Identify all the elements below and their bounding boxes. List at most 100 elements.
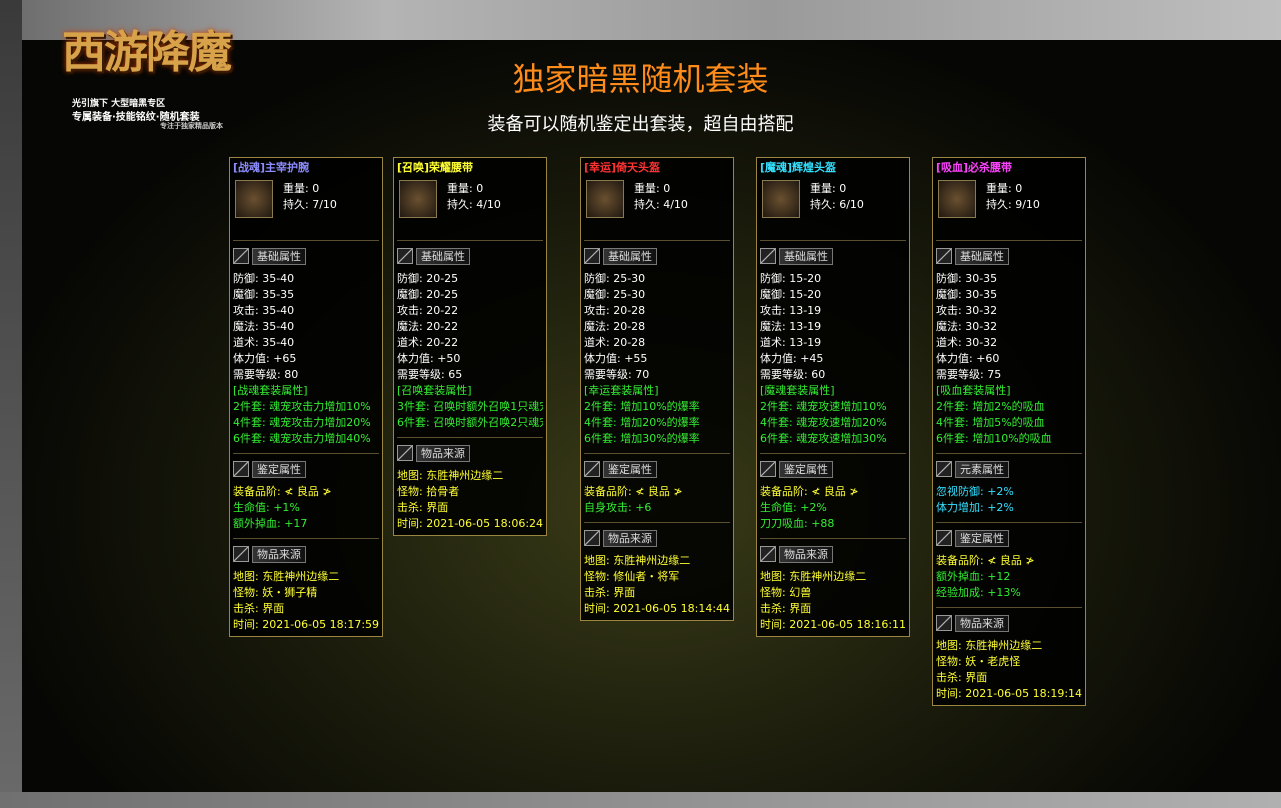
item-durability: 持久: 4/10 bbox=[634, 198, 688, 211]
attribute-line: 需要等级: 65 bbox=[397, 368, 463, 381]
item-weight: 重量: 0 bbox=[986, 182, 1023, 195]
section-icon bbox=[397, 445, 413, 461]
section-title: 基础属性 bbox=[252, 247, 306, 265]
attribute-line: 体力值: +55 bbox=[584, 352, 648, 365]
attribute-line: 需要等级: 80 bbox=[233, 368, 299, 381]
item-card: [召唤]荣耀腰带 重量: 0 持久: 4/10 基础属性 防御: 20-25 魔御: 20… bbox=[393, 157, 547, 536]
attribute-line: 6件套: 召唤时额外召唤2只魂宠1 bbox=[397, 416, 543, 429]
item-name: [魔魂]辉煌头盔 bbox=[760, 161, 837, 174]
attribute-line: 时间: 2021-06-05 18:06:24 bbox=[397, 517, 543, 530]
attribute-line: 2件套: 魂宠攻击力增加10% bbox=[233, 400, 371, 413]
attribute-line: 3件套: 召唤时额外召唤1只魂宠 bbox=[397, 400, 543, 413]
attribute-line: 6件套: 魂宠攻速增加30% bbox=[760, 432, 887, 445]
section-title: 基础属性 bbox=[955, 247, 1009, 265]
attribute-line: 装备品阶: ≮ 良品 ≯ bbox=[936, 554, 1035, 567]
attribute-line: 防御: 20-25 bbox=[397, 272, 459, 285]
logo-line: 专注于独家精品版本 bbox=[160, 122, 223, 130]
section-title: 鉴定属性 bbox=[779, 460, 833, 478]
section-icon bbox=[760, 546, 776, 562]
attribute-line: [战魂套装属性] bbox=[233, 384, 308, 397]
section-icon bbox=[936, 461, 952, 477]
item-name: [召唤]荣耀腰带 bbox=[397, 161, 474, 174]
attribute-line: 魔御: 35-35 bbox=[233, 288, 295, 301]
attribute-line: 额外掉血: +12 bbox=[936, 570, 1011, 583]
section-header: 基础属性 bbox=[760, 240, 906, 265]
attribute-line: 地图: 东胜神州边缘二 bbox=[233, 570, 340, 583]
attribute-line: [吸血套装属性] bbox=[936, 384, 1011, 397]
attribute-line: 怪物: 修仙者・将军 bbox=[584, 570, 680, 583]
attribute-line: 时间: 2021-06-05 18:17:59 bbox=[233, 618, 379, 631]
section-icon bbox=[936, 615, 952, 631]
item-card: [幸运]倚天头盔 重量: 0 持久: 4/10 基础属性 防御: 25-30 魔御: 25… bbox=[580, 157, 734, 621]
item-icon bbox=[399, 180, 437, 218]
item-weight: 重量: 0 bbox=[447, 182, 484, 195]
item-durability: 持久: 7/10 bbox=[283, 198, 337, 211]
attribute-line: 体力值: +50 bbox=[397, 352, 461, 365]
attribute-line: 4件套: 增加5%的吸血 bbox=[936, 416, 1045, 429]
section-header: 物品来源 bbox=[936, 607, 1082, 632]
item-durability: 持久: 4/10 bbox=[447, 198, 501, 211]
item-card: [战魂]主宰护腕 重量: 0 持久: 7/10 基础属性 防御: 35-40 魔御: 35… bbox=[229, 157, 383, 637]
attribute-line: 攻击: 30-32 bbox=[936, 304, 998, 317]
attribute-line: 魔御: 30-35 bbox=[936, 288, 998, 301]
section-header: 物品来源 bbox=[760, 538, 906, 563]
logo: 西游降魔 bbox=[62, 27, 232, 78]
window-frame bbox=[0, 792, 1281, 808]
item-header: 重量: 0 持久: 4/10 bbox=[397, 176, 543, 234]
attribute-line: 装备品阶: ≮ 良品 ≯ bbox=[760, 485, 859, 498]
attribute-line: 体力值: +45 bbox=[760, 352, 824, 365]
section-icon bbox=[233, 546, 249, 562]
section-header: 鉴定属性 bbox=[584, 453, 730, 478]
item-weight: 重量: 0 bbox=[634, 182, 671, 195]
attribute-line: 魔御: 15-20 bbox=[760, 288, 822, 301]
attribute-line: 魔法: 30-32 bbox=[936, 320, 998, 333]
attribute-line: 2件套: 增加10%的爆率 bbox=[584, 400, 700, 413]
section-header: 基础属性 bbox=[936, 240, 1082, 265]
item-durability: 持久: 6/10 bbox=[810, 198, 864, 211]
attribute-line: 装备品阶: ≮ 良品 ≯ bbox=[233, 485, 332, 498]
section-header: 基础属性 bbox=[397, 240, 543, 265]
attribute-line: 防御: 35-40 bbox=[233, 272, 295, 285]
section-title: 鉴定属性 bbox=[252, 460, 306, 478]
logo-line: 专属装备·技能铭纹·随机套装 bbox=[72, 112, 200, 123]
attribute-line: 地图: 东胜神州边缘二 bbox=[760, 570, 867, 583]
attribute-line: 2件套: 魂宠攻速增加10% bbox=[760, 400, 887, 413]
attribute-line: 防御: 25-30 bbox=[584, 272, 646, 285]
attribute-line: 防御: 30-35 bbox=[936, 272, 998, 285]
item-header: 重量: 0 持久: 9/10 bbox=[936, 176, 1082, 234]
item-header: 重量: 0 持久: 4/10 bbox=[584, 176, 730, 234]
attribute-line: 时间: 2021-06-05 18:14:44 bbox=[584, 602, 730, 615]
attribute-line: 4件套: 魂宠攻击力增加20% bbox=[233, 416, 371, 429]
window-frame bbox=[0, 0, 22, 808]
attribute-line: 生命值: +2% bbox=[760, 501, 827, 514]
item-icon bbox=[586, 180, 624, 218]
attribute-line: 攻击: 35-40 bbox=[233, 304, 295, 317]
attribute-line: [幸运套装属性] bbox=[584, 384, 659, 397]
attribute-line: 地图: 东胜神州边缘二 bbox=[397, 469, 504, 482]
section-title: 基础属性 bbox=[779, 247, 833, 265]
attribute-line: [魔魂套装属性] bbox=[760, 384, 835, 397]
attribute-line: 刀刀吸血: +88 bbox=[760, 517, 835, 530]
section-title: 物品来源 bbox=[252, 545, 306, 563]
item-card: [魔魂]辉煌头盔 重量: 0 持久: 6/10 基础属性 防御: 15-20 魔御: 15… bbox=[756, 157, 910, 637]
item-durability: 持久: 9/10 bbox=[986, 198, 1040, 211]
item-header: 重量: 0 持久: 6/10 bbox=[760, 176, 906, 234]
section-title: 基础属性 bbox=[603, 247, 657, 265]
attribute-line: 击杀: 界面 bbox=[397, 501, 449, 514]
section-header: 鉴定属性 bbox=[760, 453, 906, 478]
section-title: 元素属性 bbox=[955, 460, 1009, 478]
section-icon bbox=[936, 530, 952, 546]
attribute-line: 道术: 35-40 bbox=[233, 336, 295, 349]
item-name: [战魂]主宰护腕 bbox=[233, 161, 310, 174]
attribute-line: 魔法: 20-28 bbox=[584, 320, 646, 333]
attribute-line: 装备品阶: ≮ 良品 ≯ bbox=[584, 485, 683, 498]
attribute-line: 怪物: 妖・狮子精 bbox=[233, 586, 318, 599]
attribute-line: 体力增加: +2% bbox=[936, 501, 1014, 514]
attribute-line: 需要等级: 75 bbox=[936, 368, 1002, 381]
attribute-line: 忽视防御: +2% bbox=[936, 485, 1014, 498]
attribute-line: 怪物: 妖・老虎怪 bbox=[936, 655, 1021, 668]
section-icon bbox=[584, 530, 600, 546]
item-icon bbox=[938, 180, 976, 218]
section-title: 物品来源 bbox=[416, 444, 470, 462]
item-name: [吸血]必杀腰带 bbox=[936, 161, 1013, 174]
